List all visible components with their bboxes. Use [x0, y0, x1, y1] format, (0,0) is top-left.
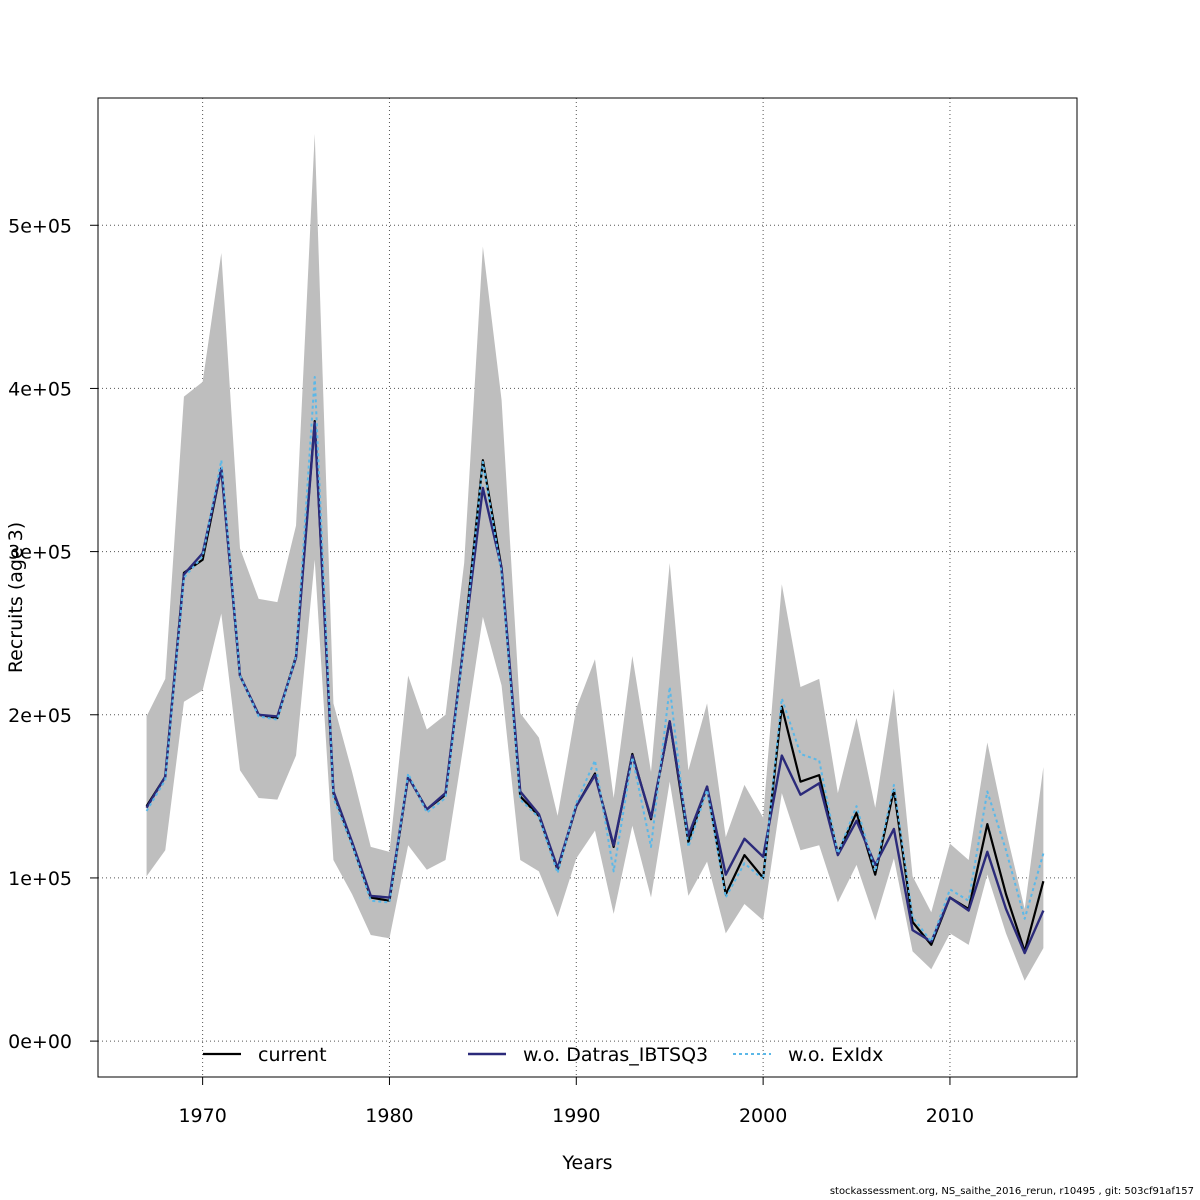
legend: current w.o. Datras_IBTSQ3 w.o. ExIdx	[203, 1044, 883, 1066]
y-tick-label: 1e+05	[8, 868, 72, 890]
confidence-band-layer	[146, 133, 1044, 981]
legend-label: current	[258, 1044, 327, 1066]
y-axis-title: Recruits (age 3)	[5, 522, 27, 673]
series-lines	[145, 376, 1045, 955]
y-tick-label: 3e+05	[8, 542, 72, 564]
x-tick-label: 1990	[552, 1105, 600, 1127]
legend-label: w.o. Datras_IBTSQ3	[523, 1044, 708, 1066]
y-tick-label: 4e+05	[8, 378, 72, 400]
x-tick-label: 1980	[365, 1105, 413, 1127]
axes: 1970 1980 1990 2000 2010 0e+00 1e+05 2e+05 3e+05…	[8, 215, 974, 1127]
confidence-band	[146, 133, 1044, 981]
y-tick-label: 2e+05	[8, 705, 72, 727]
y-tick-label: 5e+05	[8, 215, 72, 237]
legend-item-1: current	[203, 1044, 327, 1066]
y-tick-label: 0e+00	[8, 1031, 72, 1053]
x-axis-title: Years	[561, 1152, 612, 1174]
x-tick-label: 2010	[926, 1105, 974, 1127]
legend-label: w.o. ExIdx	[788, 1044, 883, 1066]
legend-item-3: w.o. ExIdx	[733, 1044, 883, 1066]
series-line-3	[145, 376, 1045, 943]
plot-frame	[97, 97, 1078, 1078]
x-tick-label: 1970	[178, 1105, 226, 1127]
legend-item-2: w.o. Datras_IBTSQ3	[468, 1044, 708, 1066]
footer-note: stockassessment.org, NS_saithe_2016_reru…	[829, 1186, 1194, 1197]
x-tick-label: 2000	[739, 1105, 787, 1127]
